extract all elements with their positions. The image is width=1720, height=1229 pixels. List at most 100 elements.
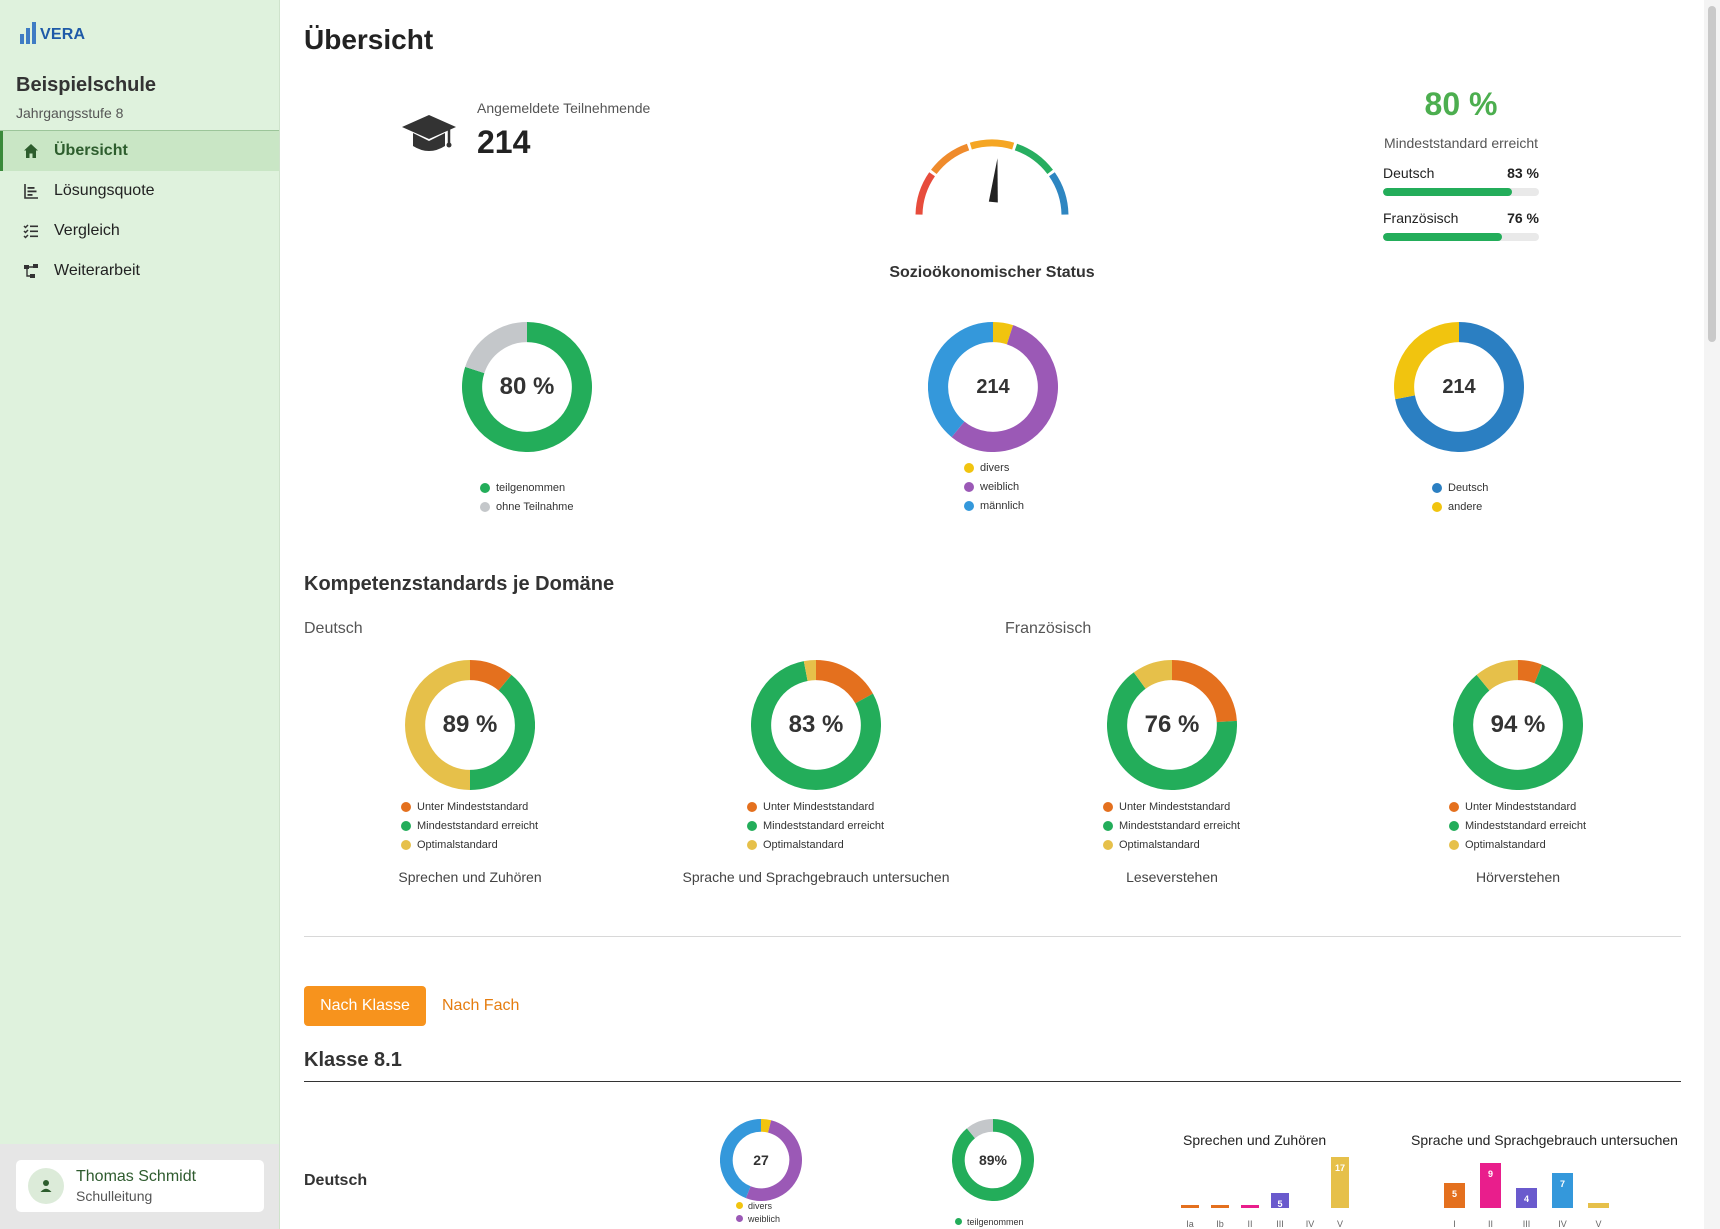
- progress-fill: [1383, 233, 1502, 241]
- bar-category-label: III: [1276, 1219, 1284, 1229]
- bar-chart-sprechen: Ia Ib II 5 III IV 17 V: [1181, 1157, 1349, 1229]
- domain-donut-sprechen: 89 %: [405, 660, 535, 790]
- donut-chart: [1107, 660, 1237, 790]
- donut-segment: [760, 1119, 772, 1133]
- section-divider: [304, 936, 1681, 937]
- group-label-franzoesisch: Französisch: [1005, 620, 1092, 637]
- user-card[interactable]: Thomas Schmidt Schulleitung: [16, 1160, 264, 1212]
- bar: [1480, 1163, 1501, 1208]
- donut-chart: [1394, 322, 1524, 452]
- sidebar-item-uebersicht[interactable]: Übersicht: [0, 131, 279, 171]
- bar-category-label: Ib: [1216, 1219, 1224, 1229]
- legend-item: Unter Mindeststandard: [747, 797, 884, 816]
- bar: [1552, 1173, 1573, 1208]
- donut-segment: [992, 322, 1014, 345]
- progress-track: [1383, 188, 1539, 196]
- graduation-cap-icon: [400, 112, 458, 165]
- page-scrollbar[interactable]: [1704, 0, 1720, 1229]
- donut-chart: [462, 322, 592, 452]
- bar: [1444, 1183, 1465, 1208]
- legend-item: Mindeststandard erreicht: [1449, 816, 1586, 835]
- participation-donut: 80 %: [462, 322, 592, 452]
- bar-category-label: II: [1247, 1219, 1252, 1229]
- participation-legend: teilgenommen ohne Teilnahme: [480, 478, 573, 516]
- legend-item: teilgenommen: [955, 1215, 1024, 1228]
- registered-value: 214: [477, 124, 531, 160]
- domain-caption: Sprechen und Zuhören: [398, 869, 542, 885]
- bar-chart-title: Sprechen und Zuhören: [1183, 1132, 1327, 1148]
- domain-legend: Unter Mindeststandard Mindeststandard er…: [401, 797, 538, 854]
- home-icon: [22, 142, 40, 160]
- legend-item: weiblich: [964, 477, 1024, 496]
- tab-nach-fach[interactable]: Nach Fach: [442, 986, 519, 1026]
- donut-segment: [1107, 672, 1237, 790]
- donut-center-label: 27: [753, 1152, 769, 1168]
- logo-bars-icon: [20, 22, 36, 44]
- legend-item: Mindeststandard erreicht: [401, 816, 538, 835]
- bar-category-label: III: [1523, 1219, 1531, 1229]
- gender-donut: 214: [928, 322, 1058, 452]
- legend-item: Unter Mindeststandard: [401, 797, 538, 816]
- min-standard-value: 80 %: [1424, 86, 1498, 122]
- donut-center-label: 89 %: [442, 711, 498, 738]
- class-subject-label: Deutsch: [304, 1172, 368, 1189]
- legend-item: Deutsch: [1432, 478, 1488, 497]
- class-divider: [304, 1081, 1681, 1082]
- donut-segment: [469, 660, 512, 691]
- subject-name: Deutsch: [1383, 165, 1435, 181]
- bar-value-label: 5: [1452, 1189, 1457, 1199]
- sidebar-item-loesungsquote[interactable]: Lösungsquote: [0, 171, 279, 211]
- donut-segment: [405, 660, 471, 790]
- domain-donut-hoerverstehen: 94 %: [1453, 660, 1583, 790]
- donut-segment: [815, 660, 873, 704]
- tab-nach-klasse[interactable]: Nach Klasse: [304, 986, 426, 1026]
- donut-segment: [1517, 660, 1542, 684]
- domain-donut-sprache: 83 %: [751, 660, 881, 790]
- donut-chart: [1453, 660, 1583, 790]
- bar-category-label: II: [1488, 1219, 1493, 1229]
- donut-segment: [465, 322, 528, 374]
- sidebar-item-vergleich[interactable]: Vergleich: [0, 211, 279, 251]
- donut-segment: [745, 1120, 802, 1201]
- sidebar-item-label: Lösungsquote: [54, 182, 155, 199]
- donut-segment: [952, 1119, 1034, 1201]
- domain-caption: Sprache und Sprachgebrauch untersuchen: [682, 869, 950, 885]
- donut-center-label: 94 %: [1490, 711, 1546, 738]
- class-participation-legend: teilgenommen: [955, 1215, 1024, 1228]
- sidebar-item-label: Vergleich: [54, 222, 120, 239]
- donut-center-label: 80 %: [499, 373, 555, 400]
- class-title: Klasse 8.1: [304, 1049, 402, 1071]
- app-logo[interactable]: VERA: [20, 22, 85, 44]
- user-name: Thomas Schmidt: [76, 1168, 197, 1185]
- legend-item: Optimalstandard: [747, 835, 884, 854]
- bar: [1271, 1193, 1289, 1208]
- min-standard-label: Mindeststandard erreicht: [1383, 135, 1539, 151]
- bar-chart-icon: [22, 182, 40, 200]
- donut-segment: [803, 660, 817, 681]
- donut-segment: [1133, 660, 1173, 689]
- donut-segment: [1453, 664, 1583, 790]
- min-standard-row-franzoesisch: Französisch 76 %: [1383, 210, 1539, 241]
- scrollbar-thumb[interactable]: [1708, 6, 1716, 342]
- donut-chart: [952, 1119, 1034, 1201]
- donut-chart: [720, 1119, 802, 1201]
- gauge-segment: [931, 143, 970, 175]
- gauge-segment: [1048, 172, 1069, 215]
- domain-legend: Unter Mindeststandard Mindeststandard er…: [1449, 797, 1586, 854]
- bar-value-label: 9: [1488, 1169, 1493, 1179]
- donut-segment: [1476, 660, 1519, 691]
- logo-text: VERA: [40, 26, 86, 43]
- bar: [1211, 1205, 1229, 1208]
- hierarchy-icon: [22, 262, 40, 280]
- sidebar-item-weiterarbeit[interactable]: Weiterarbeit: [0, 251, 279, 291]
- legend-item: Optimalstandard: [1103, 835, 1240, 854]
- bar-category-label: V: [1337, 1219, 1343, 1229]
- checklist-icon: [22, 222, 40, 240]
- donut-segment: [462, 322, 592, 452]
- class-gender-legend: divers weiblich: [736, 1199, 780, 1225]
- language-donut: 214: [1394, 322, 1524, 452]
- legend-item: Mindeststandard erreicht: [747, 816, 884, 835]
- sidebar: VERA Beispielschule Jahrgangsstufe 8 Übe…: [0, 0, 280, 1229]
- domain-legend: Unter Mindeststandard Mindeststandard er…: [747, 797, 884, 854]
- user-icon: [28, 1168, 64, 1204]
